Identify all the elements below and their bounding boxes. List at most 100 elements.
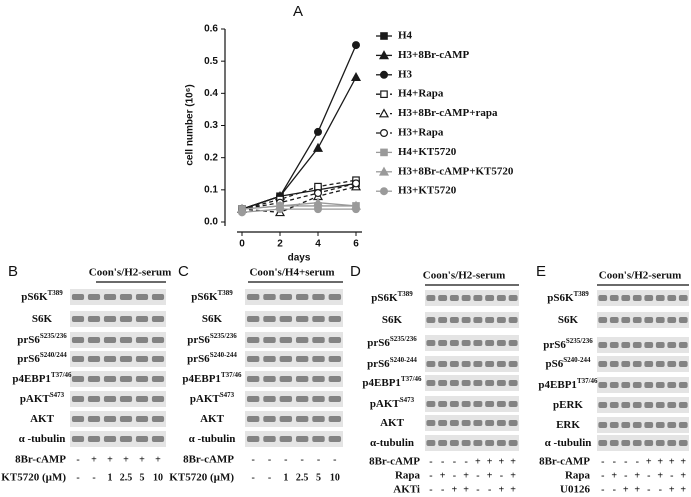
treatment-sign: + xyxy=(452,484,458,495)
blot-band xyxy=(678,342,688,348)
treatment-sign: - xyxy=(613,484,616,495)
row-label-text: prS6 xyxy=(17,353,40,365)
treatment-label: 8Br-cAMP xyxy=(369,456,420,468)
blot-band xyxy=(151,337,165,343)
row-label-sup: T37/46 xyxy=(577,377,598,385)
blot-band xyxy=(151,376,165,382)
treatment-sign: - xyxy=(453,456,456,467)
x-tick-label: 6 xyxy=(353,239,359,250)
blot-band xyxy=(461,340,471,346)
row-label: pAKTS473 xyxy=(370,396,415,410)
blot-band xyxy=(598,402,608,408)
blot-strip xyxy=(425,396,519,412)
blot-band xyxy=(246,356,260,362)
row-label: p4EBP1T37/46 xyxy=(12,371,72,385)
blot-band xyxy=(609,317,619,323)
treatment-sign: - xyxy=(317,454,320,465)
treatment-sign: + xyxy=(634,470,640,481)
blot-band xyxy=(609,422,619,428)
treatment-sign: - xyxy=(441,456,444,467)
blot-band xyxy=(438,420,448,426)
blot-strip xyxy=(425,335,519,351)
treatment-sign: 2.5 xyxy=(120,472,133,483)
treatment-sign: 1 xyxy=(108,472,113,483)
blot-strip xyxy=(597,356,689,372)
blot-band xyxy=(485,317,495,323)
treatment-sign: - xyxy=(476,484,479,495)
blot-header: Coon's/H2-serum xyxy=(599,270,682,282)
y-tick-label: 0.5 xyxy=(204,56,218,67)
blot-band xyxy=(496,401,506,407)
blot-band xyxy=(609,440,619,446)
legend-label: H4 xyxy=(398,30,413,42)
blot-band xyxy=(438,401,448,407)
blot-band xyxy=(632,440,642,446)
blot-band xyxy=(246,337,260,343)
treatment-sign: - xyxy=(647,470,650,481)
row-label-sup: T389 xyxy=(574,290,590,298)
legend-marker xyxy=(380,187,389,196)
blot-band xyxy=(279,356,293,362)
blot-band xyxy=(295,337,309,343)
blot-band xyxy=(655,422,665,428)
blot-band xyxy=(426,361,436,367)
blot-band xyxy=(485,401,495,407)
blot-band xyxy=(87,376,101,382)
treatment-sign: - xyxy=(333,454,336,465)
row-label-sup: S235/236 xyxy=(210,332,237,340)
series-line xyxy=(241,44,357,210)
row-label-text: pS6K xyxy=(21,291,48,303)
blot-band xyxy=(473,401,483,407)
blot-strip xyxy=(70,289,166,305)
legend-label: H3+KT5720 xyxy=(398,185,457,197)
blot-band xyxy=(438,380,448,386)
row-label-text: prS6 xyxy=(187,353,210,365)
blot-strip xyxy=(425,375,519,391)
row-label: AKT xyxy=(30,413,55,425)
row-label-text: α -tubulin xyxy=(189,433,236,445)
blot-band xyxy=(71,294,85,300)
treatment-label: 8Br-cAMP xyxy=(183,454,234,466)
row-label-text: S6K xyxy=(382,314,403,326)
blot-band xyxy=(473,295,483,301)
blot-band xyxy=(473,361,483,367)
blot-band xyxy=(426,440,436,446)
treatment-sign: + xyxy=(487,470,493,481)
blot-strip xyxy=(597,417,689,433)
blot-band xyxy=(644,382,654,388)
blot-strip xyxy=(245,391,343,407)
treatment-label: AKTi xyxy=(393,484,420,496)
row-label-text: AKT xyxy=(380,417,405,429)
row-label-sup: S235/236 xyxy=(390,335,417,343)
blot-band xyxy=(655,382,665,388)
row-label: pS6KT389 xyxy=(191,289,233,303)
blot-band xyxy=(426,380,436,386)
data-point xyxy=(352,41,361,50)
row-label-text: pAKT xyxy=(20,393,51,405)
blot-band xyxy=(426,420,436,426)
blot-band xyxy=(598,295,608,301)
row-label: prS6S235/236 xyxy=(17,332,67,346)
blot-band xyxy=(508,317,518,323)
blot-band xyxy=(103,416,117,422)
blot-band xyxy=(621,342,631,348)
y-tick-label: 0.2 xyxy=(204,152,218,163)
blot-band xyxy=(449,295,459,301)
blot-band xyxy=(678,361,688,367)
blot-band xyxy=(508,420,518,426)
blot-band xyxy=(328,376,342,382)
treatment-sign: - xyxy=(601,484,604,495)
treatment-sign: - xyxy=(251,472,254,483)
blot-band xyxy=(312,416,325,422)
blot-band xyxy=(598,342,608,348)
blot-band xyxy=(151,416,165,422)
blot-band xyxy=(667,422,677,428)
data-point xyxy=(350,72,362,82)
treatment-sign: - xyxy=(453,470,456,481)
blot-band xyxy=(263,376,276,382)
treatment-sign: + xyxy=(623,484,629,495)
blot-band xyxy=(449,340,459,346)
blot-band xyxy=(151,316,165,322)
treatment-sign: - xyxy=(429,484,432,495)
